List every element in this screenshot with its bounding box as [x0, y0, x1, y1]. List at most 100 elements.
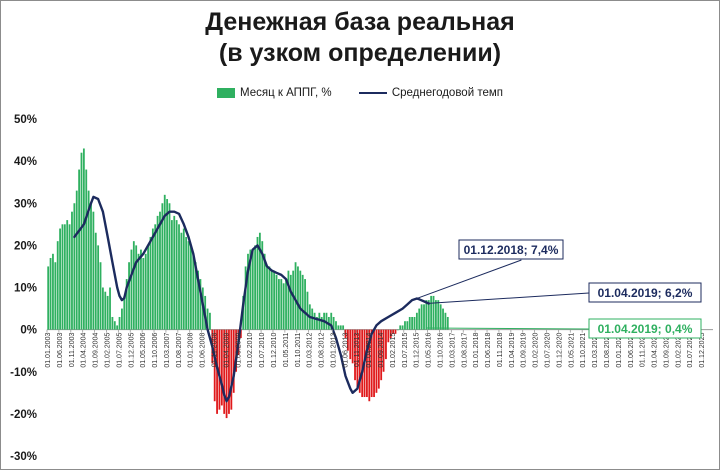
- bar: [420, 304, 423, 330]
- bar: [123, 295, 126, 330]
- bar: [304, 279, 306, 330]
- bar: [344, 329, 347, 339]
- bar: [156, 215, 159, 330]
- bar: [239, 329, 242, 339]
- bar: [330, 312, 333, 330]
- bar: [49, 258, 52, 330]
- x-tick-label: 01.04.2009: [223, 333, 230, 368]
- bar: [373, 329, 375, 398]
- bar: [94, 232, 97, 330]
- bar: [275, 274, 278, 330]
- bar: [439, 304, 442, 330]
- x-tick-label: 01.03.2012: [307, 333, 314, 368]
- bar: [106, 295, 109, 330]
- bar: [258, 232, 261, 330]
- bar: [244, 266, 247, 330]
- bar: [82, 148, 85, 330]
- bar: [444, 312, 447, 330]
- x-tick-label: 01.01.2013: [330, 333, 337, 368]
- bar: [425, 300, 428, 330]
- bar: [423, 304, 425, 330]
- bar: [432, 295, 435, 330]
- bar: [61, 224, 64, 330]
- bar: [263, 253, 266, 330]
- x-tick-label: 01.01.2018: [473, 333, 480, 368]
- x-tick-label: 01.01.2008: [188, 333, 195, 368]
- bar: [47, 266, 50, 330]
- x-tick-label: 01.12.2010: [271, 333, 278, 368]
- chart-title-line-1: Денежная база реальная: [205, 8, 515, 36]
- chart-title-line-2: (в узком определении): [218, 39, 502, 67]
- bar: [199, 279, 202, 330]
- bar: [434, 300, 437, 330]
- y-tick-label: 40%: [14, 156, 37, 168]
- x-tick-label: 01.05.2006: [140, 333, 147, 368]
- callout-box: [588, 282, 702, 303]
- bar: [325, 312, 328, 330]
- bar: [332, 316, 335, 330]
- x-tick-label: 01.08.2012: [319, 333, 326, 368]
- x-tick-label: 01.06.2023: [628, 333, 635, 368]
- bar: [377, 329, 380, 389]
- bar: [297, 266, 299, 330]
- bar: [254, 245, 257, 330]
- bar: [316, 316, 318, 330]
- bar: [68, 224, 71, 330]
- x-tick-label: 01.02.2010: [247, 333, 254, 368]
- bar: [418, 308, 421, 330]
- bar: [256, 236, 259, 330]
- bar: [280, 279, 283, 330]
- bar: [163, 194, 166, 330]
- bar: [375, 329, 378, 393]
- bar: [401, 325, 404, 330]
- bar: [396, 329, 399, 331]
- x-tick-label: 01.07.2025: [687, 333, 694, 368]
- x-tick-label: 01.04.2004: [81, 333, 88, 368]
- bar: [232, 329, 235, 393]
- bar: [228, 329, 230, 414]
- bar: [392, 329, 394, 334]
- x-tick-label: 01.07.2015: [402, 333, 409, 368]
- y-tick-label: 50%: [14, 114, 37, 126]
- bar: [121, 308, 123, 330]
- bar: [97, 245, 100, 330]
- bar: [206, 308, 209, 330]
- bar: [358, 329, 361, 393]
- bar: [173, 215, 176, 330]
- bar: [180, 232, 183, 330]
- bar: [335, 321, 337, 330]
- x-tick-label: 01.11.2013: [354, 333, 361, 368]
- bar: [251, 249, 254, 330]
- bar: [387, 329, 390, 343]
- x-tick-label: 01.07.2020: [545, 333, 552, 368]
- bar: [299, 270, 302, 330]
- x-tick-label: 01.08.2017: [461, 333, 468, 368]
- bar: [118, 316, 121, 330]
- y-tick-label: 10%: [14, 283, 37, 295]
- bar: [230, 329, 233, 410]
- x-tick-label: 01.09.2004: [93, 333, 100, 368]
- legend-label-bars: Месяц к АППГ, %: [240, 87, 332, 99]
- x-tick-label: 01.04.2024: [652, 333, 659, 368]
- bar: [247, 253, 249, 330]
- chart-title: Денежная база реальная (в узком определе…: [1, 7, 719, 69]
- bar: [54, 262, 57, 330]
- bar: [370, 329, 373, 398]
- bar: [140, 249, 142, 330]
- bar: [287, 270, 290, 330]
- callout-leader: [426, 292, 590, 305]
- bar: [273, 270, 276, 330]
- x-tick-label: 01.12.2025: [699, 333, 706, 368]
- x-tick-label: 01.12.2015: [414, 333, 421, 368]
- bar: [63, 224, 66, 330]
- x-tick-label: 01.10.2011: [295, 333, 302, 368]
- x-tick-label: 01.11.2018: [497, 333, 504, 368]
- series-line-average: [73, 195, 430, 403]
- bar: [356, 329, 359, 389]
- bar: [144, 253, 147, 330]
- bar: [147, 245, 149, 330]
- bar: [220, 329, 223, 406]
- x-tick-label: 01.08.2022: [604, 333, 611, 368]
- bar: [385, 329, 387, 360]
